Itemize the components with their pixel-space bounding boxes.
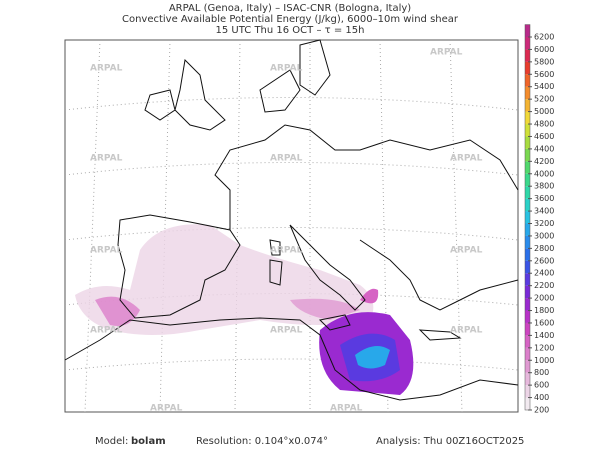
colorbar-band	[525, 186, 530, 199]
watermark: ARPAL	[270, 64, 303, 74]
colorbar-band	[525, 49, 530, 62]
watermark: ARPAL	[90, 154, 123, 164]
colorbar-label: 6000	[534, 45, 554, 54]
colorbar-label: 3600	[534, 194, 554, 203]
colorbar-label: 3800	[534, 182, 554, 191]
watermark: ARPAL	[270, 326, 303, 336]
colorbar-label: 4400	[534, 144, 554, 153]
model-name: bolam	[131, 436, 166, 447]
colorbar-label: 2600	[534, 256, 554, 265]
cape-field	[75, 224, 414, 395]
colorbar-band	[525, 260, 530, 274]
header: ARPAL (Genoa, Italy) – ISAC-CNR (Bologna…	[122, 3, 459, 36]
watermarks: ARPAL ARPAL ARPAL ARPAL ARPAL ARPAL ARPA…	[90, 48, 483, 414]
colorbar-label: 600	[534, 381, 549, 390]
colorbar-band	[525, 99, 530, 112]
watermark: ARPAL	[330, 404, 363, 414]
colorbar-label: 1800	[534, 306, 554, 315]
colorbar: 200 400 600 800 1000 1200 1400 1600 1800 2000 2200…	[524, 24, 554, 415]
watermark: ARPAL	[270, 154, 303, 164]
watermark: ARPAL	[150, 404, 183, 414]
colorbar-band	[525, 61, 530, 75]
colorbar-band	[525, 24, 530, 37]
watermark: ARPAL	[90, 64, 123, 74]
colorbar-label: 400	[534, 393, 549, 402]
colorbar-band	[525, 74, 530, 87]
header-line: ARPAL (Genoa, Italy) – ISAC-CNR (Bologna…	[169, 3, 411, 14]
colorbar-band	[525, 298, 530, 311]
colorbar-band	[525, 148, 530, 162]
colorbar-label: 2200	[534, 281, 554, 290]
colorbar-label: 1400	[534, 331, 554, 340]
colorbar-band	[525, 223, 530, 236]
colorbar-band	[525, 360, 530, 373]
colorbar-label: 5600	[534, 70, 554, 79]
colorbar-band	[525, 111, 530, 125]
colorbar-band	[525, 248, 530, 261]
model-label: Model:	[95, 436, 128, 447]
colorbar-band	[525, 273, 530, 286]
colorbar-label: 3400	[534, 207, 554, 216]
colorbar-band	[525, 285, 530, 299]
colorbar-label: 4000	[534, 169, 554, 178]
colorbar-band	[525, 385, 530, 398]
colorbar-label: 2800	[534, 244, 554, 253]
coastlines	[64, 39, 519, 401]
colorbar-label: 1600	[534, 318, 554, 327]
colorbar-label: 2400	[534, 269, 554, 278]
watermark: ARPAL	[450, 154, 483, 164]
map: ARPAL ARPAL ARPAL ARPAL ARPAL ARPAL ARPA…	[64, 39, 519, 414]
resolution: Resolution: 0.104°x0.074°	[196, 436, 328, 447]
colorbar-band	[525, 310, 530, 323]
colorbar-band	[525, 173, 530, 187]
watermark: ARPAL	[90, 246, 123, 256]
watermark: ARPAL	[90, 326, 123, 336]
colorbar-frame	[524, 24, 531, 411]
colorbar-label: 5400	[534, 82, 554, 91]
colorbar-label: 5000	[534, 107, 554, 116]
colorbar-band	[525, 124, 530, 137]
header-line: Convective Available Potential Energy (J…	[122, 14, 459, 25]
colorbar-band	[525, 372, 530, 386]
colorbar-band	[525, 347, 530, 361]
colorbar-band	[525, 86, 530, 100]
colorbar-band	[525, 161, 530, 174]
colorbar-band	[525, 322, 530, 336]
analysis: Analysis: Thu 00Z16OCT2025	[376, 436, 524, 447]
colorbar-band	[525, 198, 530, 212]
colorbar-band	[525, 397, 530, 410]
colorbar-label: 3200	[534, 219, 554, 228]
colorbar-label: 4800	[534, 120, 554, 129]
colorbar-label: 3000	[534, 231, 554, 240]
colorbar-band	[525, 211, 530, 224]
colorbar-label: 5200	[534, 95, 554, 104]
header-line: 15 UTC Thu 16 OCT – τ = 15h	[216, 25, 365, 36]
watermark: ARPAL	[430, 48, 463, 58]
colorbar-label: 4600	[534, 132, 554, 141]
colorbar-band	[525, 136, 530, 149]
colorbar-label: 2000	[534, 294, 554, 303]
colorbar-label: 1200	[534, 343, 554, 352]
colorbar-label: 200	[534, 406, 549, 415]
colorbar-label: 800	[534, 368, 549, 377]
colorbar-band	[525, 37, 530, 50]
colorbar-label: 1000	[534, 356, 554, 365]
watermark: ARPAL	[450, 326, 483, 336]
colorbar-band	[525, 335, 530, 348]
colorbar-label: 4200	[534, 157, 554, 166]
colorbar-band	[525, 235, 530, 249]
colorbar-label: 6200	[534, 33, 554, 42]
footer: Model: bolam Resolution: 0.104°x0.074° A…	[95, 436, 524, 447]
colorbar-label: 5800	[534, 57, 554, 66]
watermark: ARPAL	[450, 246, 483, 256]
watermark: ARPAL	[270, 246, 303, 256]
